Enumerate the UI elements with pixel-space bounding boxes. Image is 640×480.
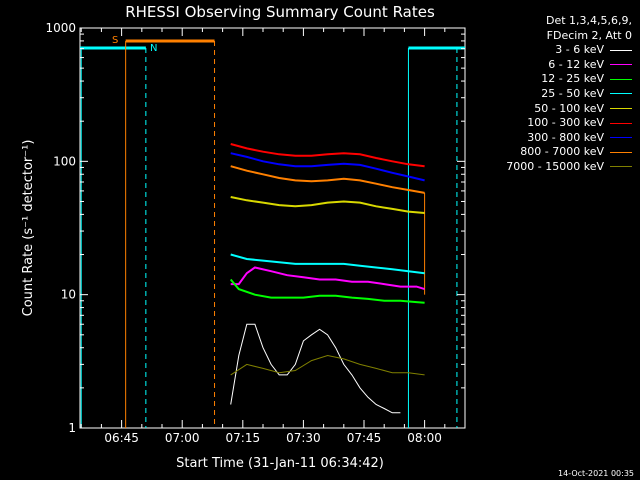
x-tick-label: 07:00 bbox=[165, 431, 200, 445]
saa-marker-label: S bbox=[112, 35, 118, 46]
y-tick-label: 1 bbox=[68, 421, 76, 435]
legend: Det 1,3,4,5,6,9, FDecim 2, Att 0 3 - 6 k… bbox=[462, 14, 632, 175]
series-line bbox=[230, 253, 425, 275]
series-line bbox=[230, 152, 425, 182]
x-axis-label: Start Time (31-Jan-11 06:34:42) bbox=[176, 456, 384, 471]
legend-swatch bbox=[610, 78, 632, 80]
legend-entry: 3 - 6 keV bbox=[462, 43, 632, 58]
footer-timestamp: 14-Oct-2021 00:35 bbox=[558, 469, 634, 478]
y-axis: 1 10 100 1000 bbox=[45, 21, 465, 435]
series-line bbox=[230, 165, 425, 194]
legend-swatch bbox=[610, 93, 632, 95]
legend-swatch bbox=[610, 166, 632, 168]
legend-entry-label: 50 - 100 keV bbox=[534, 101, 604, 115]
y-axis-label: Count Rate (s⁻¹ detector⁻¹) bbox=[21, 140, 36, 317]
legend-entry-label: 25 - 50 keV bbox=[541, 86, 604, 100]
x-axis: 06:45 07:00 07:15 07:30 07:45 08:00 bbox=[80, 28, 466, 445]
series-layer bbox=[229, 143, 425, 414]
legend-entry: 50 - 100 keV bbox=[462, 102, 632, 117]
legend-entry-label: 800 - 7000 keV bbox=[520, 145, 604, 159]
legend-swatch bbox=[610, 151, 632, 153]
legend-header-line-2: FDecim 2, Att 0 bbox=[546, 28, 632, 42]
series-line bbox=[230, 354, 425, 376]
legend-entry: 800 - 7000 keV bbox=[462, 145, 632, 160]
legend-entry: 100 - 300 keV bbox=[462, 116, 632, 131]
y-tick-label: 10 bbox=[61, 288, 76, 302]
series-line bbox=[230, 323, 401, 414]
legend-entry-label: 100 - 300 keV bbox=[527, 116, 604, 130]
chart-title: RHESSI Observing Summary Count Rates bbox=[125, 3, 435, 21]
legend-swatch bbox=[610, 137, 632, 139]
legend-entry: 6 - 12 keV bbox=[462, 58, 632, 73]
legend-entry: 25 - 50 keV bbox=[462, 87, 632, 102]
series-line bbox=[230, 266, 425, 291]
x-tick-label: 07:30 bbox=[286, 431, 321, 445]
legend-swatch bbox=[610, 122, 632, 124]
x-tick-label: 08:00 bbox=[407, 431, 442, 445]
annotation-lines bbox=[80, 39, 465, 428]
series-line bbox=[229, 278, 425, 304]
legend-entry-label: 7000 - 15000 keV bbox=[506, 159, 604, 173]
y-tick-label: 100 bbox=[53, 154, 76, 168]
plot-frame bbox=[79, 27, 466, 429]
series-line bbox=[230, 143, 425, 168]
legend-entry-label: 300 - 800 keV bbox=[527, 130, 604, 144]
legend-swatch bbox=[610, 64, 632, 66]
legend-entry: 7000 - 15000 keV bbox=[462, 160, 632, 175]
legend-swatch bbox=[610, 49, 632, 51]
x-tick-label: 07:45 bbox=[347, 431, 382, 445]
legend-swatch bbox=[610, 108, 632, 110]
legend-entry: 12 - 25 keV bbox=[462, 72, 632, 87]
night-marker-label: N bbox=[150, 43, 157, 54]
series-line bbox=[230, 196, 425, 214]
legend-entry: 300 - 800 keV bbox=[462, 131, 632, 146]
x-tick-label: 06:45 bbox=[104, 431, 139, 445]
x-tick-label: 07:15 bbox=[226, 431, 261, 445]
legend-entry-label: 6 - 12 keV bbox=[548, 57, 604, 71]
legend-entry-label: 12 - 25 keV bbox=[541, 72, 604, 86]
y-tick-label: 1000 bbox=[45, 21, 76, 35]
legend-header-line-1: Det 1,3,4,5,6,9, bbox=[545, 14, 632, 27]
legend-entry-label: 3 - 6 keV bbox=[555, 43, 604, 57]
